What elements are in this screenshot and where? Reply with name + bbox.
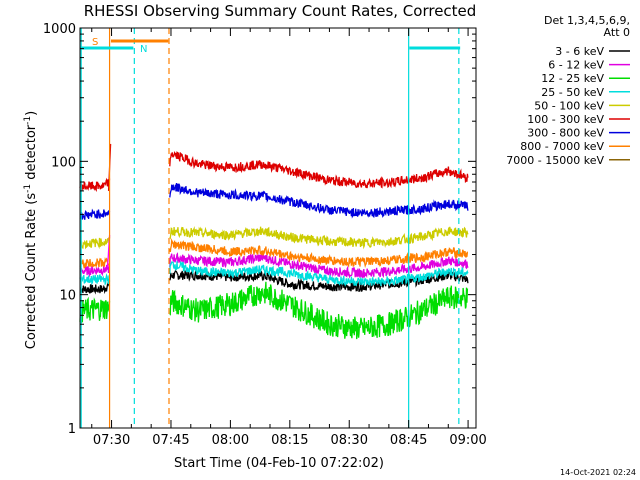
series-line-7-seg-0	[79, 256, 111, 269]
series-line-7-seg-1	[169, 238, 469, 269]
legend-label: 12 - 25 keV	[541, 72, 604, 85]
x-tick-label: 08:00	[212, 433, 249, 448]
annotation-n: N	[140, 44, 147, 55]
series-line-1-seg-0	[79, 263, 110, 278]
y-axis-label: Corrected Count Rate (s-1 detector-1)	[23, 111, 39, 349]
series-line-2-seg-1	[169, 281, 469, 340]
annotation-s: S	[92, 37, 98, 48]
x-tick-label: 07:30	[93, 433, 130, 448]
x-tick-label: 07:45	[152, 433, 189, 448]
series-line-2-seg-0	[79, 296, 111, 324]
y-tick-label: 1000	[43, 22, 76, 37]
series-line-0-seg-0	[79, 280, 111, 295]
series-line-3-seg-1	[169, 260, 469, 287]
series-line-4-seg-0	[79, 237, 111, 250]
x-tick-label: 09:00	[449, 433, 486, 448]
y-tick-label: 1	[68, 422, 76, 437]
timestamp: 14-Oct-2021 02:24	[560, 468, 636, 477]
y-tick-label: 10	[59, 289, 76, 304]
legend-label: 800 - 7000 keV	[520, 140, 604, 153]
legend-label: 100 - 300 keV	[527, 113, 604, 126]
series-line-6-seg-0	[79, 208, 111, 220]
x-tick-label: 08:30	[331, 433, 368, 448]
series-line-4-seg-1	[169, 226, 469, 250]
legend-label: 50 - 100 keV	[534, 99, 604, 112]
legend-label: 6 - 12 keV	[548, 59, 604, 72]
series-line-3-seg-0	[79, 273, 111, 286]
legend-label: 300 - 800 keV	[527, 127, 604, 140]
x-tick-label: 08:15	[271, 433, 308, 448]
series-line-5-seg-0	[79, 177, 111, 193]
legend-header: Att 0	[604, 26, 630, 39]
legend-label: 3 - 6 keV	[555, 45, 604, 58]
legend-label: 25 - 50 keV	[541, 86, 604, 99]
y-tick-label: 100	[51, 155, 76, 170]
plot-frame	[79, 27, 477, 429]
legend-label: 7000 - 15000 keV	[506, 154, 604, 167]
series-line-5-seg-1	[169, 151, 469, 189]
chart-title: RHESSI Observing Summary Count Rates, Co…	[84, 2, 477, 20]
x-tick-label: 08:45	[390, 433, 427, 448]
series-line-1-seg-1	[169, 252, 469, 279]
legend-header: Det 1,3,4,5,6,9,	[544, 14, 630, 27]
x-axis-label: Start Time (04-Feb-10 07:22:02)	[174, 456, 384, 471]
series-line-6-seg-1	[169, 182, 469, 219]
